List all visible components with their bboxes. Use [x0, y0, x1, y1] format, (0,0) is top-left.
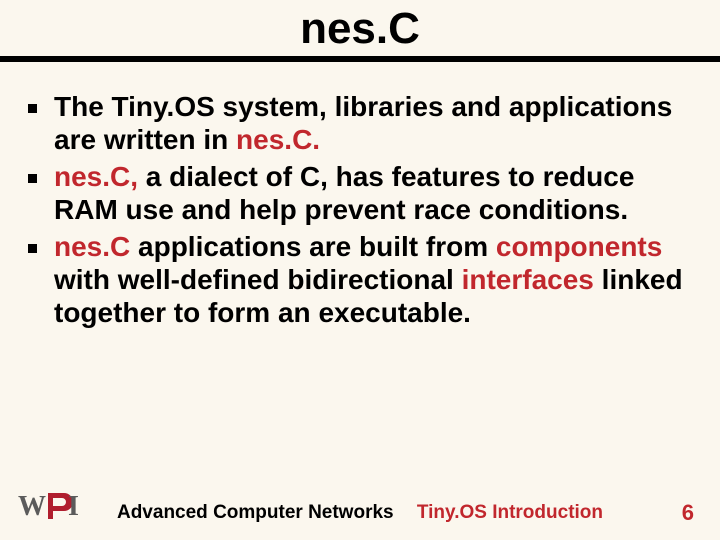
list-item: The Tiny.OS system, libraries and applic… [28, 90, 692, 156]
bullet-highlight: nes.C, [54, 161, 138, 192]
bullet-text: The Tiny.OS system, libraries and applic… [54, 91, 672, 155]
bullet-highlight: interfaces [462, 264, 594, 295]
bullet-square-icon [28, 104, 37, 113]
title-bar: nes.C [0, 0, 720, 56]
bullet-text: with well-defined bidirectional [54, 264, 462, 295]
footer-left-text: Advanced Computer Networks [117, 502, 394, 523]
page-number: 6 [682, 500, 694, 526]
footer-text: Advanced Computer Networks Tiny.OS Intro… [0, 502, 720, 524]
bullet-highlight: components [496, 231, 662, 262]
footer-right-text: Tiny.OS Introduction [417, 502, 603, 523]
bullet-text: a dialect of C, has features to reduce R… [54, 161, 634, 225]
bullet-list: The Tiny.OS system, libraries and applic… [28, 90, 692, 329]
footer: W I Advanced Computer Networks Tiny.OS I… [0, 488, 720, 528]
bullet-square-icon [28, 244, 37, 253]
list-item: nes.C, a dialect of C, has features to r… [28, 160, 692, 226]
bullet-highlight: nes.C [54, 231, 130, 262]
bullet-text: applications are built from [130, 231, 496, 262]
bullet-square-icon [28, 174, 37, 183]
bullet-highlight: nes.C. [236, 124, 320, 155]
list-item: nes.C applications are built from compon… [28, 230, 692, 329]
content-area: The Tiny.OS system, libraries and applic… [0, 62, 720, 329]
slide-title: nes.C [0, 4, 720, 54]
